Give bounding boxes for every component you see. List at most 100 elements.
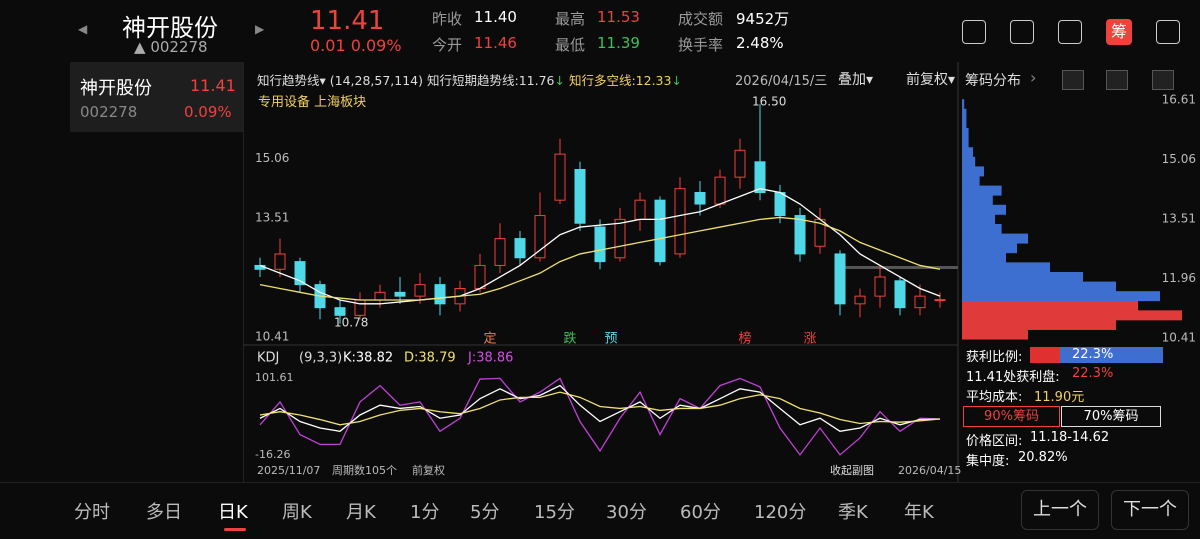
tab[interactable]: 日K bbox=[218, 502, 248, 523]
kdj-bottom: -16.26 bbox=[255, 448, 290, 461]
footer-end: 2026/04/15 bbox=[898, 464, 961, 477]
candle-body bbox=[654, 199, 666, 263]
tab[interactable]: 15分 bbox=[534, 502, 575, 523]
add-button[interactable] bbox=[962, 20, 986, 44]
profit-value: 22.3% bbox=[1072, 347, 1114, 362]
adjust[interactable]: 前复权▾ bbox=[906, 72, 956, 88]
btn-90[interactable]: 90%筹码 bbox=[963, 406, 1060, 427]
conc-label: 集中度: bbox=[966, 454, 1010, 469]
candle-body bbox=[294, 261, 306, 286]
y-tick-label: 10.41 bbox=[255, 330, 289, 344]
draw-button[interactable] bbox=[1010, 20, 1034, 44]
chip-bar bbox=[962, 137, 969, 148]
change-abs: 0.01 bbox=[310, 36, 346, 55]
profit-label: 获利比例: bbox=[966, 350, 1023, 365]
ma-short-line bbox=[259, 188, 941, 305]
candle-body bbox=[874, 276, 886, 297]
chip-bar bbox=[962, 147, 973, 158]
sidebar-item[interactable] bbox=[70, 62, 243, 132]
short-line: 知行短期趋势线:11.76 bbox=[427, 73, 555, 88]
chip-bar bbox=[962, 262, 1050, 273]
tab[interactable]: 年K bbox=[904, 502, 934, 523]
event-marker: 榜 bbox=[738, 331, 751, 347]
profit-bar bbox=[1030, 347, 1163, 363]
candle-body bbox=[614, 218, 626, 259]
chip-icon[interactable] bbox=[1062, 70, 1084, 90]
nav-button[interactable]: 上一个 bbox=[1021, 490, 1099, 530]
chip-bar bbox=[962, 291, 1160, 302]
chip-bar bbox=[962, 128, 969, 139]
chip-bar bbox=[962, 204, 1006, 215]
event-marker: 定 bbox=[483, 332, 496, 347]
chip-icon[interactable] bbox=[1152, 70, 1174, 90]
candle-body bbox=[594, 226, 606, 263]
tab[interactable]: 60分 bbox=[680, 502, 721, 523]
stat-value: 2.48% bbox=[736, 34, 784, 52]
candle-body bbox=[554, 153, 566, 201]
indicator[interactable]: 知行趋势线▾ (14,28,57,114) 知行短期趋势线:11.76↓ 知行多… bbox=[257, 73, 682, 88]
prev-arrow[interactable]: ◀ bbox=[78, 22, 88, 36]
stat-value: 9452万 bbox=[736, 10, 790, 28]
chip-bar bbox=[962, 243, 1017, 254]
chip-tick-label: 10.41 bbox=[1162, 331, 1196, 345]
nav-button[interactable]: 下一个 bbox=[1111, 490, 1189, 530]
candle-body bbox=[574, 168, 586, 224]
chip-tick-label: 13.51 bbox=[1162, 212, 1196, 226]
stock-code: ▲ 002278 bbox=[134, 38, 208, 56]
candle-body bbox=[894, 280, 906, 309]
stock-name: 神开股份 bbox=[122, 14, 218, 42]
chips-title: 筹码分布 bbox=[965, 73, 1021, 89]
chip-icon[interactable] bbox=[1106, 70, 1128, 90]
chip-bar bbox=[962, 108, 967, 119]
candle-body bbox=[494, 238, 506, 266]
next-arrow[interactable]: ▶ bbox=[255, 22, 265, 36]
tab[interactable]: 120分 bbox=[754, 502, 807, 523]
footer-start: 2025/11/07 bbox=[257, 464, 320, 477]
kdj-d-line bbox=[259, 391, 941, 426]
y-tick-label: 13.51 bbox=[255, 211, 289, 225]
chip-tick-label: 11.96 bbox=[1162, 271, 1196, 285]
stat-label: 今开 bbox=[432, 36, 463, 54]
candle-body bbox=[354, 299, 366, 316]
tab[interactable]: 月K bbox=[346, 502, 376, 523]
tab[interactable]: 分时 bbox=[74, 502, 110, 523]
avg-label: 平均成本: bbox=[966, 390, 1023, 405]
stat-label: 换手率 bbox=[678, 36, 724, 54]
range-button[interactable] bbox=[1058, 20, 1082, 44]
stat-value: 11.39 bbox=[597, 34, 640, 52]
footer-count: 周期数105个 bbox=[332, 464, 397, 477]
kdj-d: D:38.79 bbox=[404, 351, 456, 366]
candle-body bbox=[774, 192, 786, 217]
chip-bar bbox=[962, 156, 976, 167]
kdj-j-line bbox=[259, 377, 941, 456]
profit-fill bbox=[1030, 347, 1060, 363]
candle-body bbox=[514, 238, 526, 259]
date: 2026/04/15/三 bbox=[735, 74, 828, 89]
event-marker: 涨 bbox=[803, 332, 816, 347]
tab[interactable]: 周K bbox=[282, 502, 312, 523]
avg-value: 11.90元 bbox=[1034, 390, 1085, 405]
tab[interactable]: 30分 bbox=[606, 502, 647, 523]
candle-body bbox=[854, 295, 866, 305]
chip-bar bbox=[962, 329, 1028, 340]
tab[interactable]: 多日 bbox=[146, 502, 182, 523]
chip-bar bbox=[962, 310, 1182, 321]
chip-bar bbox=[962, 281, 1116, 292]
chip-bar bbox=[962, 214, 995, 225]
high-label: 16.50 bbox=[752, 95, 786, 109]
chips-arrow[interactable]: › bbox=[1030, 68, 1037, 87]
long-line: 知行多空线:12.33 bbox=[568, 73, 672, 88]
switch-button[interactable] bbox=[1156, 20, 1180, 44]
tab[interactable]: 1分 bbox=[410, 502, 440, 523]
chip-button[interactable]: 筹 bbox=[1106, 19, 1132, 45]
overlay[interactable]: 叠加▾ bbox=[838, 72, 874, 88]
chip-bar bbox=[962, 166, 984, 177]
side-code: 002278 bbox=[80, 103, 138, 121]
candle-body bbox=[374, 291, 386, 301]
btn-70[interactable]: 70%筹码 bbox=[1061, 406, 1161, 427]
candle-body bbox=[714, 176, 726, 205]
tab[interactable]: 5分 bbox=[470, 502, 500, 523]
stat-value: 11.53 bbox=[597, 8, 640, 26]
tab[interactable]: 季K bbox=[838, 502, 868, 523]
side-pct: 0.09% bbox=[184, 103, 232, 121]
